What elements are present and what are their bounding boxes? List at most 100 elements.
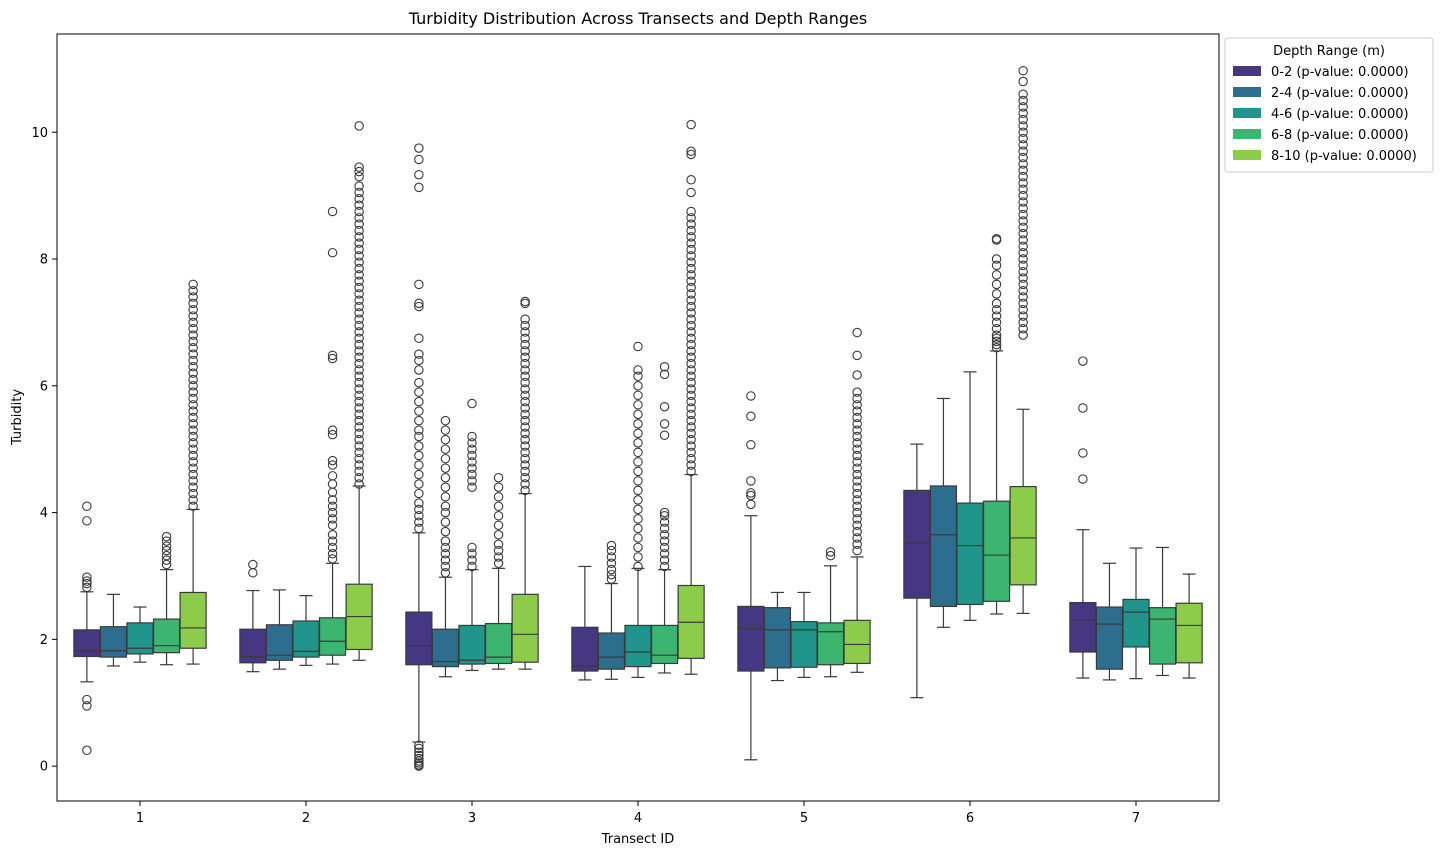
outlier-point: [414, 431, 424, 442]
outlier-point: [161, 536, 172, 546]
outlier-point: [686, 390, 696, 401]
outlier-point: [520, 460, 530, 470]
box-iqr: [265, 624, 294, 661]
outlier-point: [354, 409, 364, 420]
outlier-point: [686, 219, 696, 229]
outlier-point: [354, 403, 364, 413]
outlier-point: [686, 187, 696, 198]
box-iqr: [1148, 607, 1177, 665]
outlier-point: [188, 324, 198, 334]
outlier-point: [686, 384, 696, 394]
outlier-point: [354, 187, 364, 198]
outlier-point: [327, 495, 338, 505]
outlier-point: [414, 365, 424, 375]
box-iqr: [571, 626, 599, 672]
outlier-point: [82, 582, 92, 593]
outlier-point: [82, 501, 92, 511]
outlier-point: [354, 320, 364, 331]
outlier-point: [520, 371, 530, 382]
outlier-point: [188, 476, 198, 486]
outlier-point: [852, 457, 862, 467]
legend-entry: 8-10 (p-value: 0.0000): [1271, 149, 1417, 164]
outlier-point: [1018, 298, 1028, 309]
outlier-point: [493, 539, 504, 550]
box-iqr: [956, 502, 984, 606]
box-0-2-transect-7: [1069, 529, 1097, 679]
outlier-point: [188, 279, 198, 290]
outlier-point: [188, 406, 198, 416]
outlier-point: [188, 355, 198, 366]
outlier-point: [1018, 324, 1028, 334]
box-iqr: [458, 624, 486, 665]
outlier-point: [520, 327, 530, 337]
outlier-point: [659, 530, 670, 540]
outlier-point: [354, 232, 364, 242]
outlier-point: [161, 555, 172, 565]
outlier-point: [188, 349, 198, 359]
outlier-point: [633, 485, 643, 496]
outlier-point: [493, 520, 504, 531]
outlier-point: [852, 526, 862, 537]
outlier-point: [1018, 184, 1028, 195]
outlier-point: [414, 450, 424, 461]
legend-entry: 0-2 (p-value: 0.0000): [1271, 65, 1409, 80]
outlier-point: [991, 333, 1002, 344]
outlier-point: [327, 520, 338, 531]
outlier-point: [1018, 222, 1028, 233]
outlier-point: [440, 453, 451, 464]
outlier-point: [606, 569, 617, 580]
outlier-point: [606, 552, 617, 562]
outlier-point: [606, 564, 617, 575]
y-tick-label: 8: [40, 253, 48, 268]
outlier-point: [188, 501, 198, 511]
outlier-point: [991, 343, 1002, 353]
box-iqr: [239, 628, 267, 664]
outlier-point: [686, 225, 696, 236]
outlier-point: [82, 572, 92, 582]
outlier-point: [852, 406, 862, 416]
outlier-point: [493, 511, 504, 521]
outlier-point: [1018, 317, 1028, 328]
outlier-point: [1018, 235, 1028, 245]
outlier-point: [686, 460, 696, 470]
outlier-point: [414, 511, 424, 521]
outlier-point: [1018, 95, 1028, 106]
outlier-point: [493, 491, 504, 502]
outlier-point: [686, 289, 696, 299]
outlier-point: [686, 213, 696, 223]
outlier-point: [440, 549, 451, 559]
outlier-point: [852, 488, 862, 499]
outlier-point: [188, 444, 198, 454]
outlier-point: [467, 469, 477, 480]
outlier-point: [82, 516, 92, 526]
outlier-point: [1018, 127, 1028, 138]
box-6-8-transect-4: [650, 569, 679, 674]
outlier-point: [520, 296, 530, 307]
outlier-point: [686, 320, 696, 331]
outlier-point: [414, 504, 424, 515]
outlier-point: [633, 523, 643, 534]
outlier-point: [467, 398, 477, 409]
legend: Depth Range (m) 0-2 (p-value: 0.0000) 2-4…: [1224, 37, 1434, 173]
outlier-point: [520, 434, 530, 445]
outlier-point: [414, 387, 424, 397]
outlier-point: [354, 225, 364, 236]
legend-swatch: [1233, 87, 1261, 97]
outlier-point: [354, 308, 364, 318]
outlier-point: [327, 455, 338, 466]
outlier-point: [1078, 448, 1088, 458]
outlier-point: [414, 523, 424, 534]
outlier-point: [991, 270, 1002, 280]
outlier-point: [327, 554, 338, 564]
outlier-point: [520, 365, 530, 375]
outlier-point: [686, 346, 696, 356]
outlier-point: [825, 550, 836, 561]
box-iqr: [597, 632, 626, 670]
outlier-point: [852, 431, 862, 442]
outlier-point: [354, 453, 364, 464]
outlier-point: [852, 520, 862, 531]
box-iqr: [126, 622, 154, 655]
outlier-point: [991, 336, 1002, 347]
box-iqr: [816, 622, 845, 666]
